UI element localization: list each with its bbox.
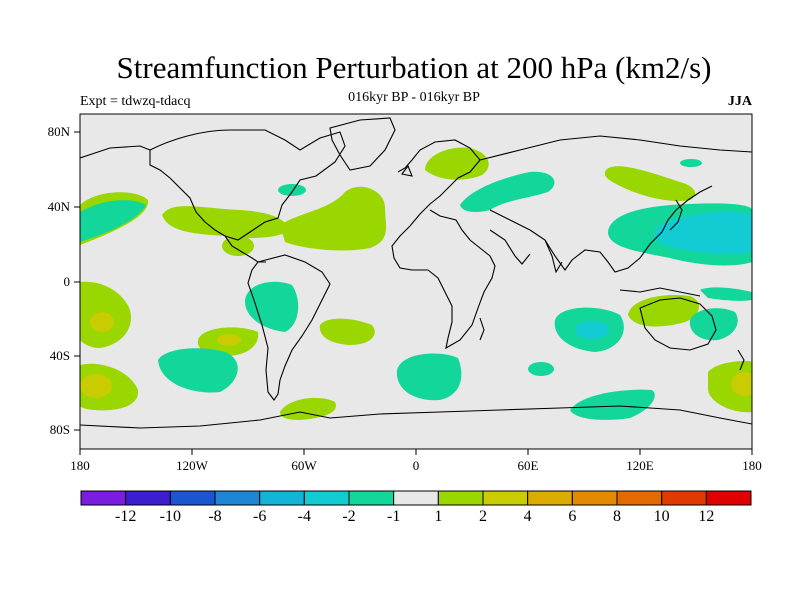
colorbar-swatch [259, 490, 305, 506]
positive-north-atlantic [280, 186, 387, 251]
colorbar-swatch [437, 490, 484, 506]
colorbar-label: -10 [159, 508, 181, 525]
positive-dateline-south-core [80, 374, 112, 398]
lat-label-80n: 80N [47, 124, 70, 139]
colorbar-label: -8 [208, 508, 222, 525]
negative-japan-core [654, 212, 752, 255]
lon-label-0: 0 [412, 458, 420, 473]
positive-drake-passage [280, 397, 336, 420]
subtitle: 016kyr BP - 016kyr BP [348, 90, 480, 105]
negative-south-pacific [158, 348, 238, 393]
negative-siberia-small [680, 159, 702, 167]
negative-eurasia [460, 171, 555, 213]
positive-south-pacific-west-core [90, 312, 114, 332]
axis-ticks [74, 131, 753, 455]
lat-label-40s: 40S [49, 348, 70, 363]
lon-label-60e: 60E [517, 458, 539, 473]
positive-central-america [222, 236, 254, 256]
colorbar-swatch [80, 490, 127, 506]
lon-label-180w: 180 [70, 458, 90, 473]
colorbar-swatch [169, 490, 216, 506]
colorbar-swatch [661, 490, 707, 506]
lat-label-40n: 40N [47, 199, 70, 214]
colorbar-label: 6 [568, 508, 577, 525]
colorbar-label: -12 [114, 508, 137, 525]
colorbar-swatch [571, 490, 618, 506]
lat-label-0: 0 [63, 274, 71, 289]
negative-southwest-pacific [689, 308, 738, 341]
contour-field [80, 117, 752, 429]
positive-australia [628, 294, 700, 327]
colorbar-label: -1 [386, 508, 401, 525]
colorbar-label: 8 [613, 508, 621, 525]
colorbar-swatch [705, 490, 752, 506]
negative-south-indian-core [575, 321, 609, 339]
colorbar-label: -2 [342, 508, 356, 525]
lat-label-80s: 80S [49, 422, 70, 437]
colorbar-swatch [393, 490, 439, 506]
negative-southern-ocean [570, 389, 655, 420]
colorbar-swatch [482, 490, 529, 506]
positive-north-america [162, 206, 290, 238]
colorbar-swatch [125, 490, 171, 506]
negative-west-north-pacific [80, 200, 146, 242]
positive-south-atlantic [319, 318, 375, 345]
colorbar-label: 2 [479, 508, 487, 525]
negative-indian-small [528, 362, 554, 376]
colorbar-label: 4 [523, 508, 532, 525]
positive-north-pacific-west [604, 166, 696, 202]
lon-label-180e: 180 [742, 458, 762, 473]
colorbar-swatch [616, 490, 663, 506]
experiment-label: Expt = tdwzq-tdacq [80, 94, 191, 109]
negative-southern-atlantic [396, 353, 462, 401]
colorbar-label: 12 [698, 508, 715, 525]
lon-label-120w: 120W [176, 458, 208, 473]
positive-dateline-south-east-core [731, 372, 752, 396]
colorbar-label: -6 [252, 508, 267, 525]
positive-scandinavia [425, 147, 489, 180]
colorbar-label: -4 [297, 508, 311, 525]
positive-southeast-pacific-core [217, 334, 241, 346]
negative-south-america [244, 281, 299, 332]
colorbar-label: 1 [434, 508, 443, 525]
lon-label-60w: 60W [291, 458, 317, 473]
colorbar [80, 490, 752, 506]
page-title: Streamfunction Perturbation at 200 hPa (… [116, 50, 712, 85]
colorbar-swatch [348, 490, 395, 506]
colorbar-swatch [303, 490, 350, 506]
colorbar-swatch [527, 490, 573, 506]
lon-label-120e: 120E [626, 458, 654, 473]
coastlines [80, 117, 752, 429]
colorbar-label: 10 [653, 508, 670, 525]
season-label: JJA [727, 94, 752, 109]
colorbar-swatch [214, 490, 261, 506]
negative-hudson-bay [278, 184, 306, 196]
negative-tasman [700, 287, 752, 301]
